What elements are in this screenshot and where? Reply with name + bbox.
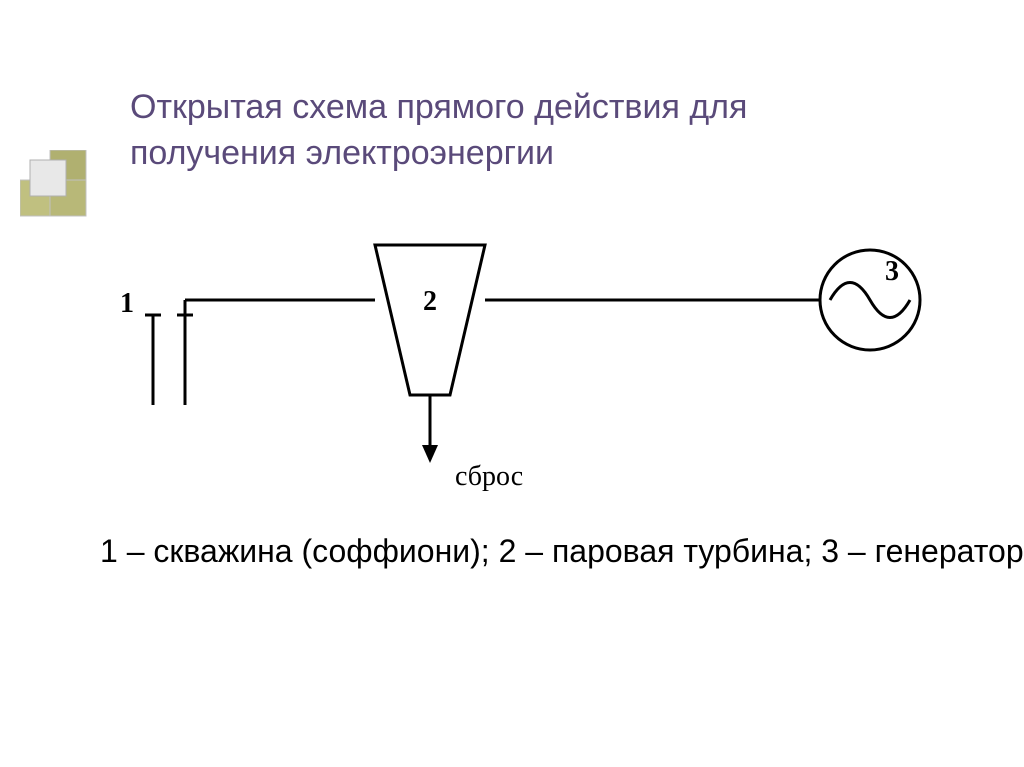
title-line1: Открытая схема прямого действия для	[130, 88, 747, 126]
diagram-svg: 1 2 3 сброс	[85, 215, 935, 505]
turbine-label: 2	[423, 286, 437, 317]
generator-sine	[830, 283, 910, 318]
caption-text: 1 – скважина (соффиони); 2 – паровая тур…	[100, 533, 1024, 569]
slide-title: Открытая схема прямого действия для полу…	[130, 85, 747, 177]
discharge-arrowhead	[422, 445, 438, 463]
discharge-label: сброс	[455, 461, 523, 492]
well-label: 1	[120, 288, 134, 319]
generator-label: 3	[885, 256, 899, 287]
caption: 1 – скважина (соффиони); 2 – паровая тур…	[100, 530, 1024, 573]
well-node	[145, 300, 193, 405]
diagram: 1 2 3 сброс	[85, 215, 935, 505]
title-line2: получения электроэнергии	[130, 134, 554, 172]
turbine-node	[375, 245, 485, 395]
